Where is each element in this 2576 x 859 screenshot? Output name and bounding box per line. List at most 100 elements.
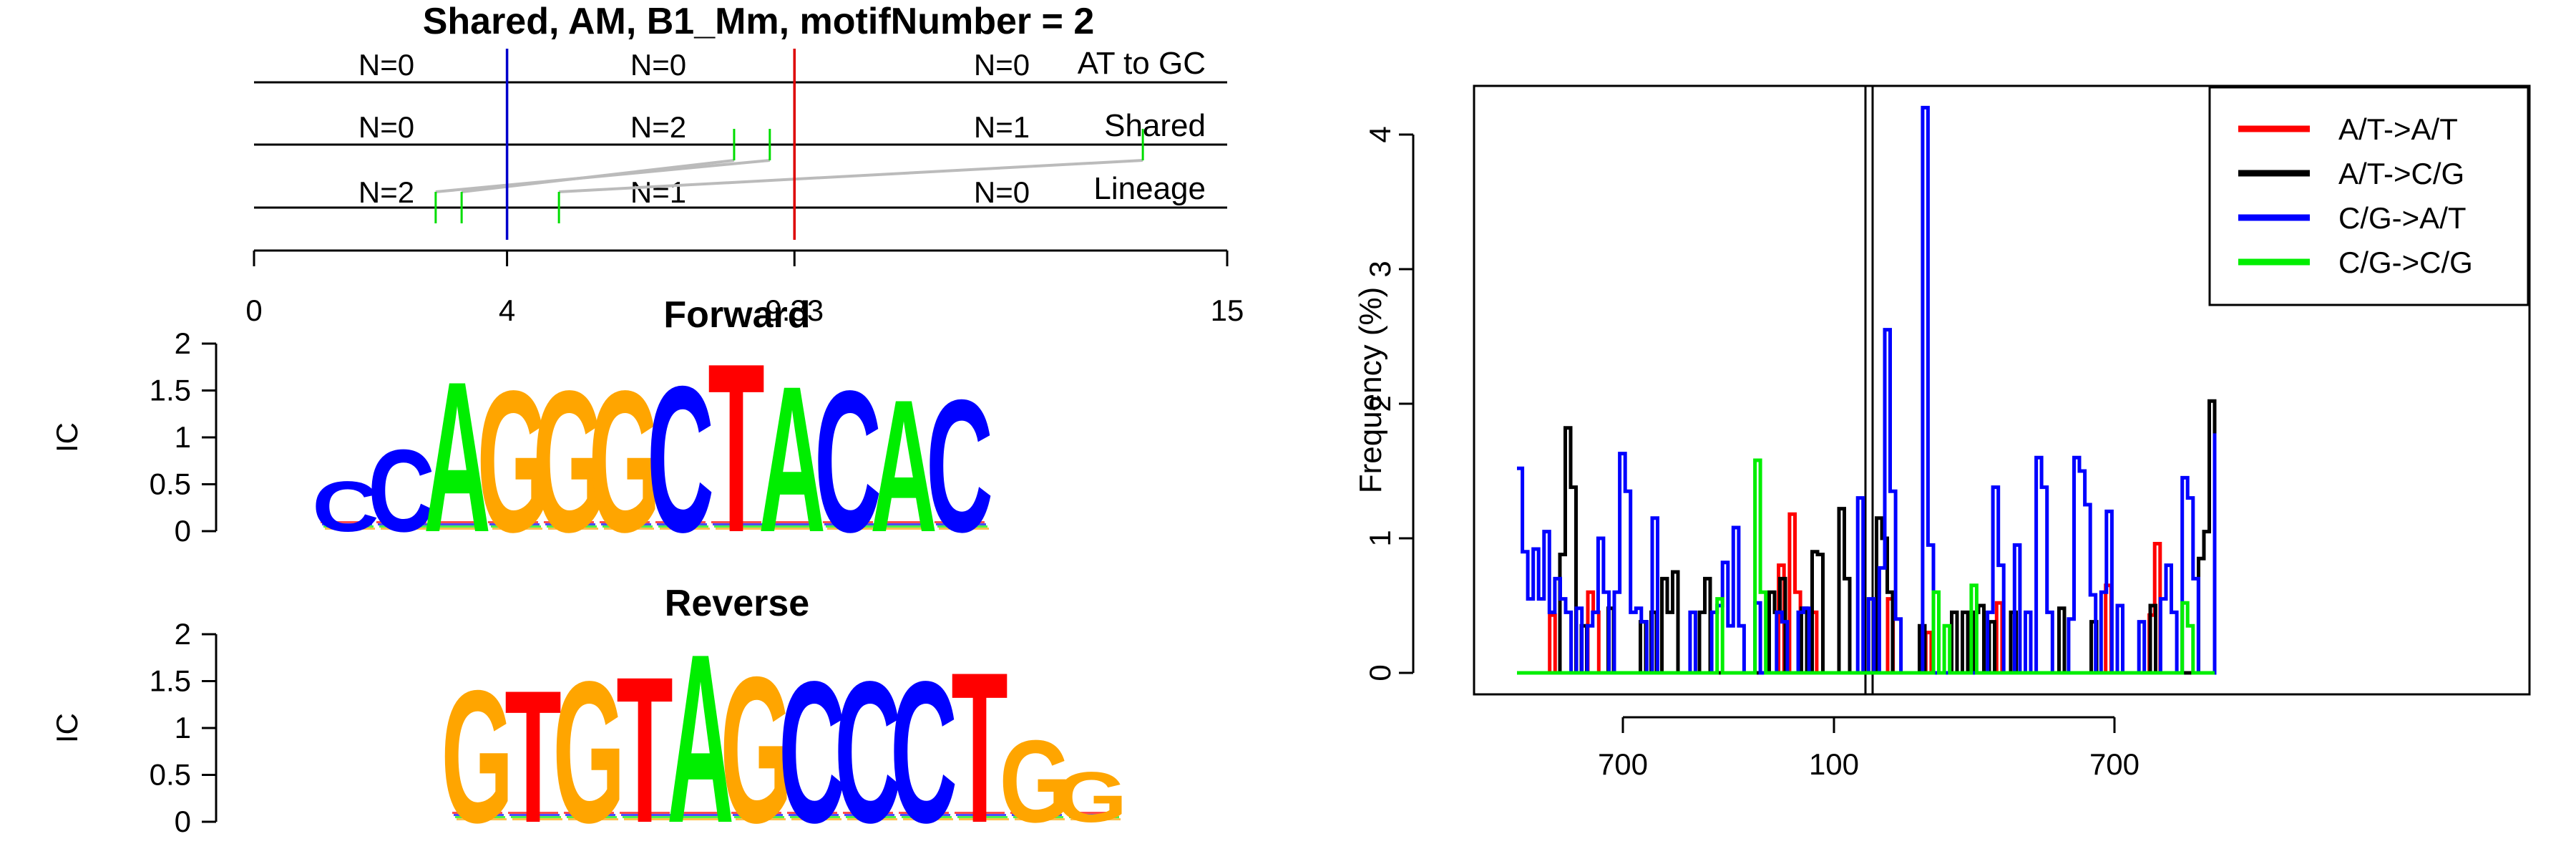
site-link [461,159,735,193]
y-axis-label: Frequency (%) [1353,287,1388,494]
logo-minor-letter [623,816,673,818]
logo-letter: G [477,348,549,574]
logo-minor-letter [827,528,877,530]
logo-y-tick-label: 1 [175,711,191,744]
logo-letter: C [890,639,957,859]
logo-minor-letter [823,521,873,523]
track-diagram: Shared, AM, B1_Mm, motifNumber = 2 AT to… [245,1,1244,327]
logo-minor-letter [568,818,618,820]
logo-y-tick-label: 1 [175,420,191,454]
logo-minor-letter [492,528,542,530]
logo-minor-letter [434,523,484,525]
logo-minor-letter [322,523,372,525]
logo-letter: C [647,343,714,576]
logo-letter: C [368,426,435,557]
logo-minor-letter [457,818,507,820]
logo-minor-letter [602,525,653,528]
logo-minor-letter [937,525,987,528]
y-tick-label: 4 [1363,126,1397,142]
x-tick-label: 100 [1809,747,1859,781]
logo-minor-letter [547,525,597,528]
logo-y-tick-label: 0 [175,514,191,548]
logo-letter: T [504,652,561,859]
logo-minor-letter [731,812,781,814]
logo-minor-letter [880,523,930,525]
logo-minor-letter [544,521,594,523]
y-tick-label: 2 [1363,395,1397,412]
logo-minor-letter [508,812,558,814]
logo-letter: T [951,629,1008,859]
logo-minor-letter [545,523,595,525]
track-count: N=0 [358,110,414,144]
logo-minor-letter [787,812,837,814]
plot-frame [1473,84,2531,696]
axis-tick-label: 0 [245,293,262,327]
logo-letter: T [616,634,673,859]
logo-letter: G [532,348,605,574]
track-count: N=2 [630,110,686,144]
track-label: AT to GC [1078,46,1206,81]
logo-minor-letter [824,523,874,525]
logo-minor-letter [677,814,727,816]
logo-minor-letter [601,523,651,525]
logo-minor-letter [1068,814,1118,816]
logo-y-label: IC [50,422,84,452]
logo-minor-letter [843,812,893,814]
logo-minor-letter [680,818,730,820]
logo-minor-letter [379,525,429,528]
logo-minor-letter [959,818,1009,820]
logo-minor-letter [767,521,817,523]
track-label: Lineage [1093,171,1206,206]
logo-minor-letter [771,528,821,530]
legend-label: C/G->A/T [2338,201,2467,235]
logo-minor-letter [621,814,671,816]
logo-y-tick-label: 0.5 [150,758,191,792]
logo-minor-letter [733,814,783,816]
forward-logo-title: Forward [663,294,810,336]
logo-letter: G [588,348,660,574]
y-tick-label: 3 [1363,261,1397,277]
logo-minor-letter [620,812,670,814]
logo-letter: G [552,639,625,859]
logo-minor-letter [435,525,485,528]
logo-letter: A [667,605,734,859]
logo-y-tick-label: 2 [175,617,191,651]
logo-minor-letter [565,814,615,816]
logo-letter: C [814,348,882,574]
track-count: N=0 [974,48,1030,82]
logo-minor-letter [902,816,952,818]
logo-minor-letter [935,521,985,523]
diagram-title: Shared, AM, B1_Mm, motifNumber = 2 [423,1,1095,42]
logo-minor-letter [955,812,1005,814]
logo-minor-letter [939,528,989,530]
logo-minor-letter [509,814,560,816]
logo-letter: A [424,338,491,578]
track-count: N=1 [974,110,1030,144]
logo-letter: G [1055,757,1127,837]
logo-minor-letter [511,816,561,818]
logo-minor-letter [790,816,840,818]
track-count: N=0 [358,48,414,82]
logo-minor-letter [736,818,786,820]
x-tick-label: 700 [2089,747,2140,781]
frequency-chart: Frequency (%) 0 1 2 3 4 700 100 700 A/T->A/T A/T… [1353,84,2531,781]
logo-letter: T [708,314,764,583]
series-line [1517,458,2215,675]
logo-minor-letter [604,528,654,530]
legend-label: A/T->A/T [2338,112,2458,146]
logo-minor-letter [455,816,505,818]
logo-minor-letter [844,814,894,816]
logo-letter: G [999,717,1071,848]
axis-tick-label: 15 [1211,293,1244,327]
legend-label: C/G->C/G [2338,246,2473,279]
logo-minor-letter [900,814,950,816]
logo-y-tick-label: 0 [175,805,191,838]
logo-minor-letter [1070,818,1121,820]
logo-minor-letter [1069,816,1119,818]
legend-label: A/T->C/G [2338,157,2464,190]
y-tick-label: 0 [1363,664,1397,681]
logo-letter: C [834,639,902,859]
logo-minor-letter [323,525,374,528]
